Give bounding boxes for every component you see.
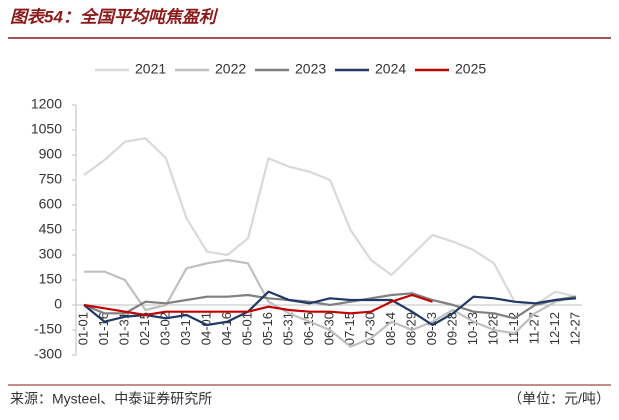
x-tick-label: 01-31 xyxy=(116,312,131,345)
y-tick-label: 600 xyxy=(39,196,63,212)
y-tick-label: 1050 xyxy=(31,121,62,137)
x-tick-label: 11-12 xyxy=(506,312,521,344)
x-tick-label: 08-14 xyxy=(383,312,398,345)
legend-label: 2024 xyxy=(375,61,406,77)
x-tick-label: 04-01 xyxy=(198,312,213,345)
y-tick-label: 150 xyxy=(39,271,63,287)
x-tick-label: 09-28 xyxy=(444,312,459,345)
legend-label: 2021 xyxy=(135,61,166,77)
unit: （单位：元/吨） xyxy=(508,391,610,407)
chart-title: 图表54：全国平均吨焦盈利 xyxy=(10,7,219,26)
series-line xyxy=(84,258,577,348)
legend-label: 2022 xyxy=(215,61,246,77)
source: 来源：Mysteel、中泰证券研究所 xyxy=(10,391,212,407)
x-tick-label: 03-02 xyxy=(157,312,172,345)
x-tick-label: 05-31 xyxy=(280,312,295,345)
x-tick-label: 06-15 xyxy=(301,312,316,345)
x-tick-label: 01-01 xyxy=(75,312,90,345)
y-tick-label: 0 xyxy=(54,296,62,312)
x-tick-label: 09-13 xyxy=(424,312,439,345)
y-tick-label: 1200 xyxy=(31,96,62,112)
x-tick-label: 12-27 xyxy=(567,312,582,345)
x-tick-label: 11-27 xyxy=(526,312,541,344)
y-tick-label: 750 xyxy=(39,171,63,187)
series-line xyxy=(83,292,577,320)
x-tick-label: 04-16 xyxy=(219,312,234,345)
series-line xyxy=(83,290,577,327)
x-tick-label: 12-12 xyxy=(547,312,562,345)
y-tick-label: -150 xyxy=(34,321,62,337)
y-tick-label: -300 xyxy=(34,346,62,362)
x-tick-label: 02-15 xyxy=(137,312,152,345)
x-tick-label: 05-01 xyxy=(239,312,254,345)
y-tick-label: 300 xyxy=(39,246,63,262)
legend-label: 2025 xyxy=(455,61,486,77)
y-tick-label: 450 xyxy=(39,221,63,237)
y-tick-label: 900 xyxy=(39,146,63,162)
legend-label: 2023 xyxy=(295,61,326,77)
x-tick-label: 07-15 xyxy=(342,312,357,345)
series-line xyxy=(83,293,433,317)
x-tick-label: 05-16 xyxy=(260,312,275,345)
series-line xyxy=(83,137,577,307)
x-tick-label: 10-13 xyxy=(465,312,480,345)
x-tick-label: 03-17 xyxy=(178,312,193,345)
